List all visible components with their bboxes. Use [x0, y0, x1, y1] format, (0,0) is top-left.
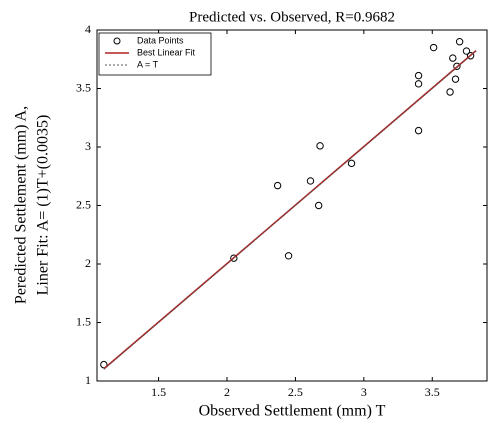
data-point: [100, 360, 108, 369]
y-tick-label: 4: [85, 22, 91, 36]
legend-marker: [113, 37, 121, 45]
data-point: [306, 177, 315, 185]
identity-line: [103, 50, 477, 370]
data-point: [429, 43, 438, 52]
y-tick-label: 2.5: [76, 197, 91, 211]
legend-label: A = T: [137, 59, 159, 69]
legend-label: Best Linear Fit: [137, 47, 196, 57]
x-tick-label: 3.5: [425, 385, 440, 399]
y-tick-label: 3.5: [76, 80, 91, 94]
data-point: [273, 181, 282, 190]
x-tick-label: 2.5: [288, 385, 303, 399]
chart-title: Predicted vs. Observed, R=0.9682: [189, 9, 395, 25]
y-tick-label: 2: [85, 256, 91, 270]
data-point: [453, 62, 461, 70]
x-tick-label: 1.5: [151, 385, 166, 399]
data-point: [455, 38, 464, 46]
data-point: [462, 47, 471, 55]
x-tick-label: 3: [361, 385, 367, 399]
data-point: [316, 142, 324, 150]
data-point: [414, 80, 423, 88]
data-point: [414, 71, 423, 80]
y-axis-label: Liner Fit: A= (1)T+(0.0035): [35, 115, 52, 296]
data-point: [314, 201, 323, 210]
y-axis-label: Peredicted Settlement (mm) A,: [13, 106, 30, 304]
data-point: [466, 52, 475, 60]
data-point: [230, 254, 238, 262]
y-tick-label: 3: [85, 139, 91, 153]
legend-label: Data Points: [137, 35, 184, 45]
x-tick-label: 2: [224, 385, 230, 399]
plot-area: [96, 29, 488, 382]
legend: [98, 32, 212, 76]
data-point: [284, 252, 293, 260]
y-tick-label: 1.5: [76, 314, 91, 328]
data-point: [446, 88, 454, 96]
data-point: [451, 75, 460, 83]
x-axis-label: Observed Settlement (mm) T: [199, 403, 386, 420]
data-point: [449, 54, 457, 62]
y-tick-label: 1: [85, 373, 91, 387]
data-point: [347, 159, 356, 168]
data-point: [414, 126, 423, 135]
